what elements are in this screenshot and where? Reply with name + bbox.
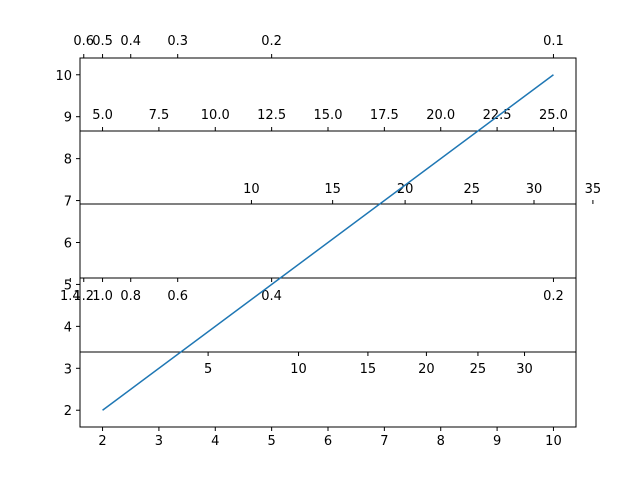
- x-tick-label: 9: [493, 434, 501, 449]
- band-times-2-5-tick-label: 10.0: [201, 108, 230, 123]
- band-times-2-5-tick-label: 22.5: [483, 108, 512, 123]
- band-times-2-5-tick-label: 20.0: [426, 108, 455, 123]
- y-tick-label: 8: [64, 153, 72, 168]
- band-reciprocal-2-tick-label: 1.4: [60, 289, 81, 304]
- y-tick-label: 9: [64, 111, 72, 126]
- top-reciprocal-tick-label: 0.1: [543, 34, 564, 49]
- x-tick-label: 3: [155, 434, 163, 449]
- x-tick-label: 7: [380, 434, 388, 449]
- band-power-tick-label: 25: [463, 182, 480, 197]
- x-tick-label: 4: [211, 434, 219, 449]
- bottom-band-squared-tick-label: 30: [516, 362, 533, 377]
- y-tick-label: 3: [64, 362, 72, 377]
- x-tick-label: 6: [324, 434, 332, 449]
- top-reciprocal-tick-label: 0.2: [261, 34, 282, 49]
- x-tick-label: 5: [267, 434, 275, 449]
- y-tick-label: 4: [64, 320, 72, 335]
- x-tick-label: 2: [98, 434, 106, 449]
- band-times-2-5-tick-label: 17.5: [370, 108, 399, 123]
- y-tick-label: 6: [64, 237, 72, 252]
- band-power-tick-label: 10: [243, 182, 260, 197]
- bottom-band-squared-tick-label: 25: [470, 362, 487, 377]
- band-reciprocal-2-tick-label: 0.6: [167, 289, 188, 304]
- band-times-2-5-tick-label: 7.5: [149, 108, 170, 123]
- y-tick-label: 10: [55, 69, 72, 84]
- band-power-tick-label: 35: [585, 182, 602, 197]
- band-reciprocal-2-tick-label: 0.2: [543, 289, 564, 304]
- band-reciprocal-2-tick-label: 0.4: [261, 289, 282, 304]
- band-times-2-5-tick-label: 5.0: [92, 108, 113, 123]
- band-times-2-5-tick-label: 15.0: [314, 108, 343, 123]
- band-power-tick-label: 15: [324, 182, 341, 197]
- bottom-band-squared-tick-label: 5: [204, 362, 212, 377]
- x-tick-label: 8: [437, 434, 445, 449]
- top-reciprocal-tick-label: 0.6: [73, 34, 94, 49]
- top-reciprocal-tick-label: 0.5: [92, 34, 113, 49]
- band-reciprocal-2-tick-label: 0.8: [120, 289, 141, 304]
- band-power-tick-label: 30: [526, 182, 543, 197]
- data-series: [102, 74, 554, 411]
- x-tick-label: 10: [545, 434, 562, 449]
- bottom-band-squared-tick-label: 15: [360, 362, 377, 377]
- top-reciprocal-tick-label: 0.3: [167, 34, 188, 49]
- y-tick-label: 2: [64, 404, 72, 419]
- band-times-2-5-tick-label: 25.0: [539, 108, 568, 123]
- series-line-1: [102, 74, 554, 411]
- y-tick-label: 5: [64, 278, 72, 293]
- band-reciprocal-2-tick-label: 1.0: [92, 289, 113, 304]
- bottom-band-squared-tick-label: 20: [418, 362, 435, 377]
- band-power-tick-label: 20: [397, 182, 414, 197]
- y-tick-label: 7: [64, 195, 72, 210]
- top-reciprocal-tick-label: 0.4: [120, 34, 141, 49]
- band-reciprocal-2-tick-label: 1.2: [73, 289, 94, 304]
- bottom-band-squared-tick-label: 10: [290, 362, 307, 377]
- band-times-2-5-tick-label: 12.5: [257, 108, 286, 123]
